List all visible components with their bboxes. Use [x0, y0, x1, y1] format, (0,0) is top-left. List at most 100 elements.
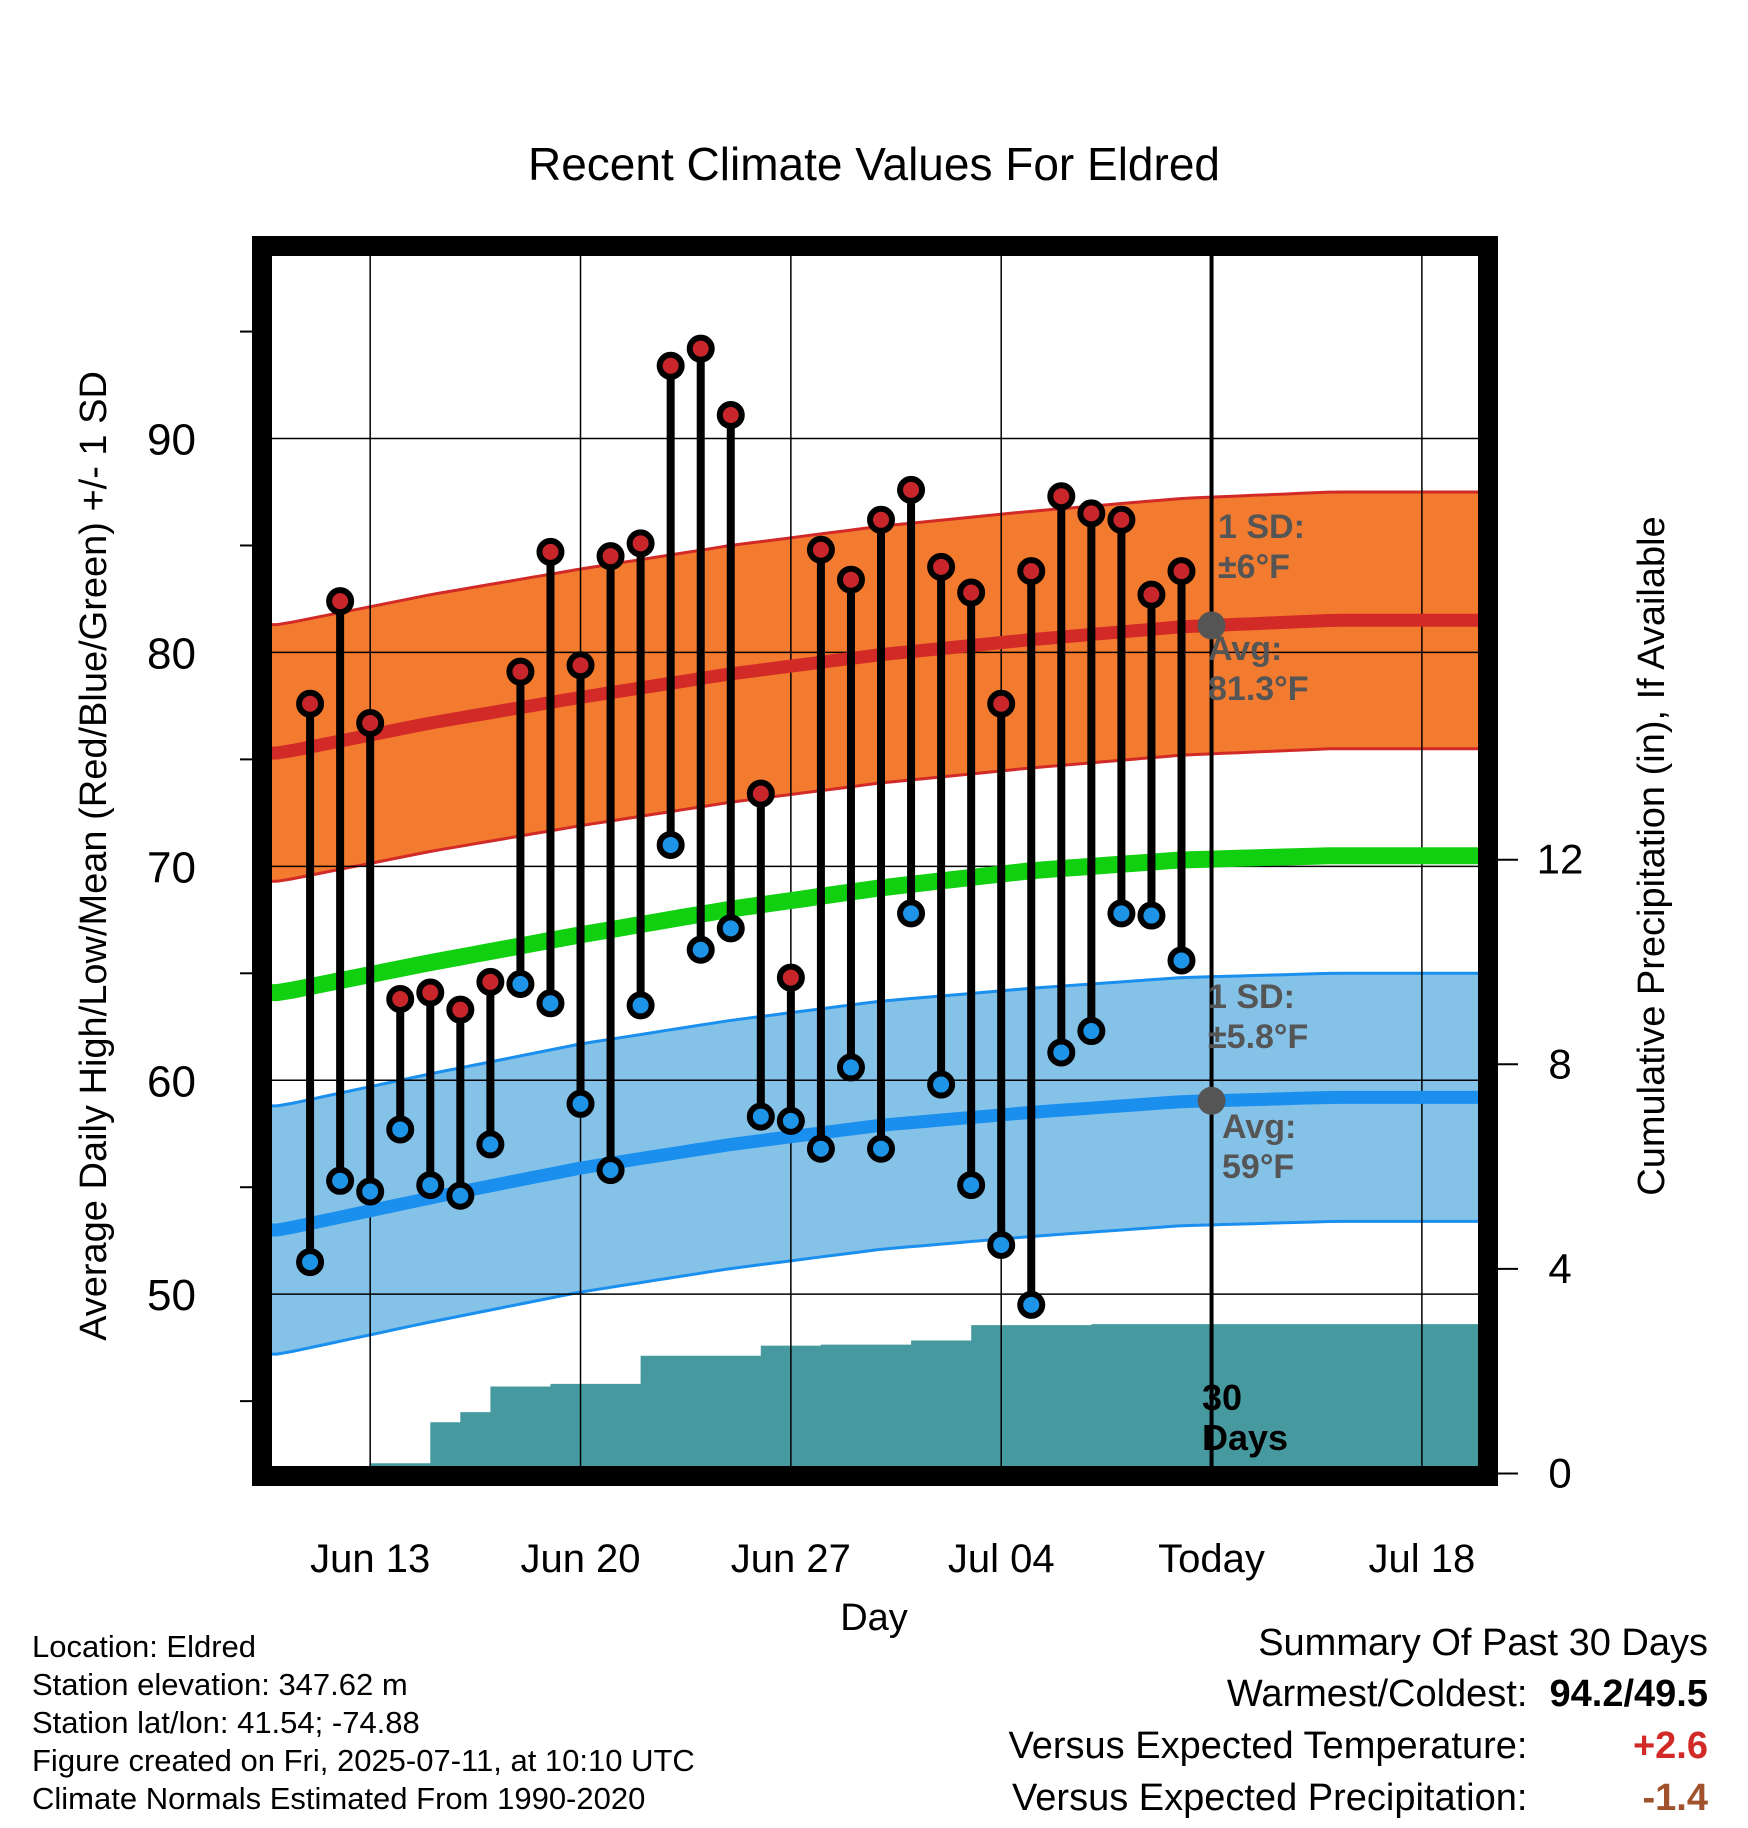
low-temp-point — [1047, 1038, 1076, 1067]
low-temp-point — [446, 1181, 475, 1210]
high-temp-point — [416, 978, 445, 1007]
x-tick-label: Jun 27 — [731, 1537, 851, 1581]
x-tick-label: Jul 18 — [1369, 1537, 1476, 1581]
high-temp-point — [927, 552, 956, 581]
low-temp-point — [746, 1102, 775, 1131]
high-temp-point — [987, 689, 1016, 718]
normal-mean-line — [262, 847, 1479, 1002]
low-temp-point — [476, 1130, 505, 1159]
today-high-avg-marker — [1197, 611, 1226, 640]
high-temp-point — [1077, 499, 1106, 528]
y-tick-label: 70 — [147, 843, 196, 892]
low-temp-point — [1107, 899, 1136, 928]
low-temp-point — [1017, 1290, 1046, 1319]
high-temp-point — [1107, 505, 1136, 534]
low-temp-point — [326, 1166, 355, 1195]
low-temp-point — [776, 1106, 805, 1135]
low-sd-annotation: 1 SD: ±5.8°F — [1208, 978, 1308, 1056]
high-sd-annotation-line: ±6°F — [1218, 548, 1290, 586]
plot-frame — [252, 236, 1498, 1486]
low-temp-point — [806, 1134, 835, 1163]
high-temp-point — [867, 505, 896, 534]
warm-cold-label: Warmest/Coldest: — [1226, 1673, 1528, 1715]
station-metadata: Location: Eldred Station elevation: 347.… — [32, 1628, 695, 1818]
y-tick-label: 60 — [147, 1057, 196, 1106]
high-avg-annotation-line: Avg: — [1208, 630, 1282, 668]
precip-total-annotation-line: Days — [1202, 1417, 1288, 1458]
summary-panel: Summary Of Past 30 Days Warmest/Coldest:… — [1009, 1618, 1708, 1824]
x-tick-label: Jul 04 — [948, 1537, 1055, 1581]
low-sd-band-upper-edge — [262, 971, 1479, 1108]
y-tick-label: 90 — [147, 416, 196, 465]
low-sd-band-lower-edge — [262, 1219, 1479, 1356]
y2-tick-label: 4 — [1548, 1245, 1571, 1292]
precip-area — [262, 1324, 1488, 1474]
high-temp-point — [566, 651, 595, 680]
high-temp-point — [626, 529, 655, 558]
high-temp-point — [806, 535, 835, 564]
high-temp-point — [506, 657, 535, 686]
low-sd-annotation-line: ±5.8°F — [1208, 1018, 1308, 1056]
precip-label: Versus Expected Precipitation: — [1012, 1777, 1528, 1819]
low-temp-point — [897, 899, 926, 928]
y2-tick-label: 0 — [1548, 1449, 1571, 1496]
low-temp-point — [1167, 946, 1196, 975]
high-sd-annotation-line: 1 SD: — [1218, 508, 1305, 546]
high-avg-annotation-line: 81.3°F — [1208, 670, 1309, 708]
high-temp-point — [1017, 557, 1046, 586]
low-temp-point — [716, 914, 745, 943]
low-temp-point — [987, 1230, 1016, 1259]
normals-text: Climate Normals Estimated From 1990-2020 — [32, 1781, 646, 1816]
precip-total-annotation-line: 30 — [1202, 1377, 1242, 1418]
high-temp-point — [476, 967, 505, 996]
summary-title: Summary Of Past 30 Days — [1258, 1622, 1708, 1664]
high-temp-point — [1167, 557, 1196, 586]
high-temp-point — [326, 587, 355, 616]
high-temp-point — [536, 537, 565, 566]
x-axis-label: Day — [840, 1597, 908, 1639]
low-temp-point — [566, 1089, 595, 1118]
y2-tick-label: 8 — [1548, 1040, 1571, 1087]
elevation-text: Station elevation: 347.62 m — [32, 1667, 408, 1702]
y2-axis-label: Cumulative Precipitation (in), If Availa… — [1631, 516, 1673, 1195]
today-low-avg-marker — [1197, 1086, 1226, 1115]
normal-high-line — [262, 613, 1479, 760]
high-sd-annotation: 1 SD: ±6°F — [1218, 508, 1305, 586]
low-temp-point — [656, 830, 685, 859]
created-text: Figure created on Fri, 2025-07-11, at 10… — [32, 1743, 695, 1778]
high-temp-point — [656, 351, 685, 380]
latlon-text: Station lat/lon: 41.54; -74.88 — [32, 1705, 420, 1740]
low-temp-point — [506, 970, 535, 998]
high-sd-band-lower-edge — [262, 747, 1479, 883]
low-temp-point — [1077, 1017, 1106, 1046]
high-temp-point — [356, 709, 385, 738]
y2-tick-label: 12 — [1537, 836, 1584, 883]
low-temp-point — [957, 1171, 986, 1200]
y-tick-label: 80 — [147, 629, 196, 678]
x-tick-label: Today — [1158, 1537, 1265, 1581]
high-sd-band — [262, 492, 1479, 882]
low-temp-point — [626, 991, 655, 1020]
high-temp-point — [716, 400, 745, 429]
high-temp-point — [1047, 482, 1076, 511]
low-temp-point — [927, 1070, 956, 1099]
location-text: Location: Eldred — [32, 1629, 257, 1664]
low-temp-point — [596, 1156, 625, 1185]
high-temp-point — [897, 475, 926, 504]
high-temp-point — [596, 542, 625, 571]
summary-temp: Versus Expected Temperature: +2.6 — [1009, 1720, 1708, 1772]
low-temp-point — [296, 1248, 325, 1277]
high-temp-point — [1137, 580, 1166, 609]
low-temp-point — [1137, 901, 1166, 930]
high-temp-point — [746, 779, 775, 808]
precip-total-annotation: 30 Days — [1202, 1377, 1288, 1458]
precip-value: -1.4 — [1642, 1777, 1708, 1819]
high-temp-point — [686, 334, 715, 363]
low-temp-point — [836, 1053, 865, 1082]
low-avg-annotation-line: 59°F — [1222, 1148, 1294, 1186]
x-tick-label: Jun 20 — [520, 1537, 640, 1581]
low-sd-band — [262, 973, 1479, 1355]
x-tick-label: Jun 13 — [310, 1537, 430, 1581]
temp-label: Versus Expected Temperature: — [1008, 1725, 1528, 1767]
